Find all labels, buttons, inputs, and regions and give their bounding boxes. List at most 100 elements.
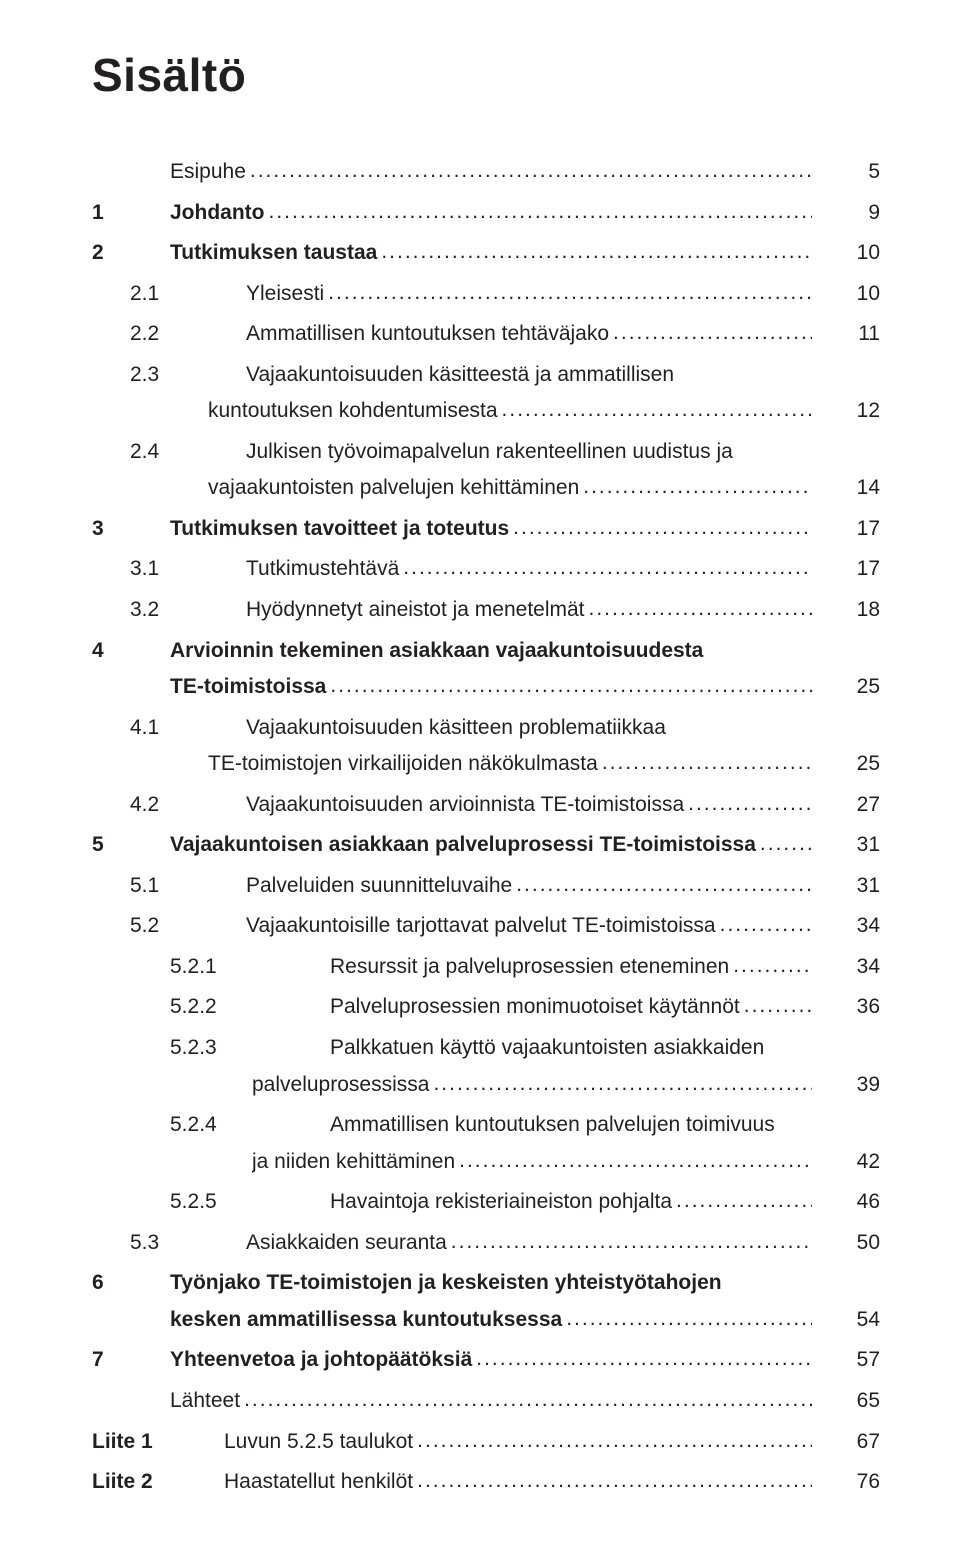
toc-entry: 2 Tutkimuksen taustaa 10 (92, 237, 880, 270)
toc-entry: 5.2.2 Palveluprosessien monimuotoiset kä… (92, 991, 880, 1024)
toc-leader (381, 237, 812, 269)
toc-label-line2: TE-toimistojen virkailijoiden näkökulmas… (208, 748, 812, 781)
toc-label-line2: palveluprosessissa (252, 1069, 812, 1102)
page-title: Sisältö (92, 48, 880, 102)
toc-label-line1: Työnjako TE-toimistojen ja keskeisten yh… (170, 1267, 812, 1300)
toc-label: Yhteenvetoa ja johtopäätöksiä (170, 1344, 812, 1377)
toc-entry: 1 Johdanto 9 (92, 197, 880, 230)
toc-number: 2.4 (92, 436, 246, 469)
toc-leader (244, 1385, 812, 1417)
toc-list: Esipuhe 5 1 Johdanto 9 2 Tutkimuksen tau… (92, 156, 880, 1499)
toc-label-line2: vajaakuntoisten palvelujen kehittäminen (208, 472, 812, 505)
toc-label: Havaintoja rekisteriaineiston pohjalta (330, 1186, 812, 1219)
toc-page-number: 10 (812, 237, 880, 270)
toc-leader (760, 829, 812, 861)
toc-label-line1: Vajaakuntoisuuden käsitteen problematiik… (246, 712, 812, 745)
toc-label-line1: Palkkatuen käyttö vajaakuntoisten asiakk… (330, 1032, 812, 1065)
toc-page-number: 67 (812, 1426, 880, 1459)
toc-page-number: 5 (812, 156, 880, 189)
toc-entry: 4.1 Vajaakuntoisuuden käsitteen problema… (92, 712, 880, 781)
toc-leader (688, 789, 812, 821)
toc-label-line1: Vajaakuntoisuuden käsitteestä ja ammatil… (246, 359, 812, 392)
toc-label: Yleisesti (246, 278, 812, 311)
toc-number: 4 (92, 635, 170, 668)
toc-leader (328, 278, 812, 310)
toc-entry: 5.2.1 Resurssit ja palveluprosessien ete… (92, 951, 880, 984)
toc-number: 3.2 (92, 594, 246, 627)
toc-number: 5.2 (92, 910, 246, 943)
toc-label-line1: Julkisen työvoimapalvelun rakenteellinen… (246, 436, 812, 469)
toc-number: 5.2.5 (92, 1186, 330, 1219)
toc-label: Vajaakuntoisen asiakkaan palveluprosessi… (170, 829, 812, 862)
toc-label: Palveluprosessien monimuotoiset käytännö… (330, 991, 812, 1024)
toc-leader (602, 748, 812, 780)
toc-leader (676, 1186, 812, 1218)
toc-label: Palveluiden suunnitteluvaihe (246, 870, 812, 903)
toc-leader (433, 1069, 812, 1101)
toc-page-number: 31 (812, 829, 880, 862)
toc-label: Tutkimuksen taustaa (170, 237, 812, 270)
toc-page-number: 14 (812, 472, 880, 505)
toc-page-number: 39 (812, 1069, 880, 1102)
toc-entry: Lähteet 65 (92, 1385, 880, 1418)
toc-page-number: 46 (812, 1186, 880, 1219)
toc-entry: 2.2 Ammatillisen kuntoutuksen tehtäväjak… (92, 318, 880, 351)
toc-entry: 6 Työnjako TE-toimistojen ja keskeisten … (92, 1267, 880, 1336)
toc-label-line2: kesken ammatillisessa kuntoutuksessa (170, 1304, 812, 1337)
toc-label-line2: ja niiden kehittäminen (252, 1146, 812, 1179)
toc-number: 6 (92, 1267, 170, 1300)
toc-number: 7 (92, 1344, 170, 1377)
toc-label: Ammatillisen kuntoutuksen tehtäväjako (246, 318, 812, 351)
toc-entry: 2.3 Vajaakuntoisuuden käsitteestä ja amm… (92, 359, 880, 428)
toc-label-line2: TE-toimistoissa (170, 671, 812, 704)
toc-entry: 4 Arvioinnin tekeminen asiakkaan vajaaku… (92, 635, 880, 704)
toc-leader (403, 553, 812, 585)
toc-entry: 5.3 Asiakkaiden seuranta 50 (92, 1227, 880, 1260)
toc-page-number: 9 (812, 197, 880, 230)
toc-label: Tutkimustehtävä (246, 553, 812, 586)
toc-entry: Esipuhe 5 (92, 156, 880, 189)
toc-page-number: 42 (812, 1146, 880, 1179)
toc-entry: 5.2.3 Palkkatuen käyttö vajaakuntoisten … (92, 1032, 880, 1101)
toc-label: Esipuhe (170, 156, 812, 189)
toc-number: 2.1 (92, 278, 246, 311)
toc-page-number: 36 (812, 991, 880, 1024)
toc-entry: 2.4 Julkisen työvoimapalvelun rakenteell… (92, 436, 880, 505)
toc-number: 4.1 (92, 712, 246, 745)
toc-number: 5.2.3 (92, 1032, 330, 1065)
toc-number: 3 (92, 513, 170, 546)
toc-leader (566, 1304, 812, 1336)
toc-leader (583, 472, 812, 504)
toc-label-line1: Ammatillisen kuntoutuksen palvelujen toi… (330, 1109, 812, 1142)
toc-leader (269, 197, 813, 229)
toc-leader (513, 513, 812, 545)
toc-label: Johdanto (170, 197, 812, 230)
toc-leader (516, 870, 812, 902)
toc-entry: Liite 2 Haastatellut henkilöt 76 (92, 1466, 880, 1499)
toc-page-number: 57 (812, 1344, 880, 1377)
toc-entry: 5.2.4 Ammatillisen kuntoutuksen palveluj… (92, 1109, 880, 1178)
toc-leader (417, 1426, 812, 1458)
toc-page-number: 17 (812, 553, 880, 586)
toc-number: 5 (92, 829, 170, 862)
toc-entry: 3.2 Hyödynnetyt aineistot ja menetelmät … (92, 594, 880, 627)
toc-number: 3.1 (92, 553, 246, 586)
toc-page-number: 34 (812, 910, 880, 943)
toc-label: Lähteet (170, 1385, 812, 1418)
toc-number: 2.2 (92, 318, 246, 351)
toc-number: 5.1 (92, 870, 246, 903)
toc-label: Asiakkaiden seuranta (246, 1227, 812, 1260)
toc-number: Liite 2 (92, 1466, 224, 1499)
toc-number: 5.2.4 (92, 1109, 330, 1142)
toc-number: 5.3 (92, 1227, 246, 1260)
toc-page-number: 27 (812, 789, 880, 822)
toc-entry: 4.2 Vajaakuntoisuuden arvioinnista TE-to… (92, 789, 880, 822)
toc-number: 5.2.1 (92, 951, 330, 984)
toc-label: Tutkimuksen tavoitteet ja toteutus (170, 513, 812, 546)
toc-label: Vajaakuntoisille tarjottavat palvelut TE… (246, 910, 812, 943)
toc-leader (330, 671, 812, 703)
toc-leader (417, 1466, 812, 1498)
toc-number: 2 (92, 237, 170, 270)
toc-label: Hyödynnetyt aineistot ja menetelmät (246, 594, 812, 627)
toc-number: 4.2 (92, 789, 246, 822)
